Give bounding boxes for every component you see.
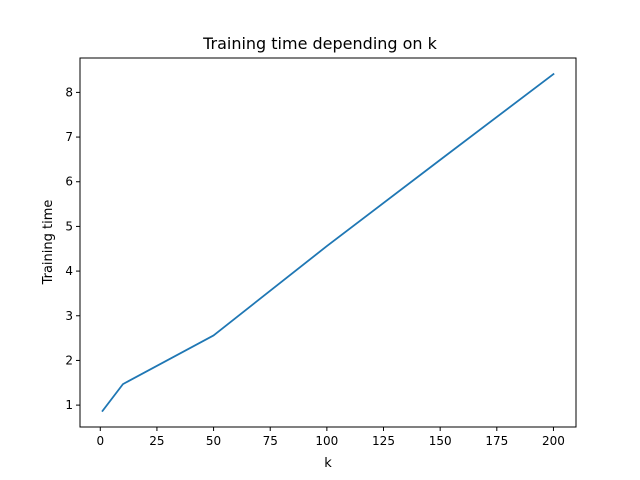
x-tick-label: 150 — [429, 434, 452, 448]
y-tick-label: 3 — [65, 309, 73, 323]
series-line — [101, 72, 555, 413]
y-tick-label: 8 — [65, 85, 73, 99]
x-tick-label: 125 — [372, 434, 395, 448]
x-tick-label: 175 — [485, 434, 508, 448]
chart-title: Training time depending on k — [202, 34, 438, 53]
y-axis-label: Training time — [41, 200, 56, 286]
x-tick-label: 25 — [149, 434, 164, 448]
y-axis-ticks: 1 2 3 4 5 6 7 8 — [65, 85, 80, 412]
x-tick-label: 100 — [315, 434, 338, 448]
x-tick-label: 0 — [96, 434, 104, 448]
y-tick-label: 6 — [65, 175, 73, 189]
series-layer — [101, 72, 555, 413]
x-tick-label: 200 — [542, 434, 565, 448]
y-tick-label: 4 — [65, 264, 73, 278]
y-tick-label: 2 — [65, 353, 73, 367]
x-axis-label: k — [324, 456, 332, 471]
y-tick-label: 1 — [65, 398, 73, 412]
x-tick-label: 75 — [263, 434, 278, 448]
plot-frame — [79, 57, 577, 428]
x-axis-ticks: 0 25 50 75 100 125 150 175 200 — [96, 427, 565, 448]
x-tick-label: 50 — [206, 434, 221, 448]
y-tick-label: 7 — [65, 130, 73, 144]
y-tick-label: 5 — [65, 219, 73, 233]
